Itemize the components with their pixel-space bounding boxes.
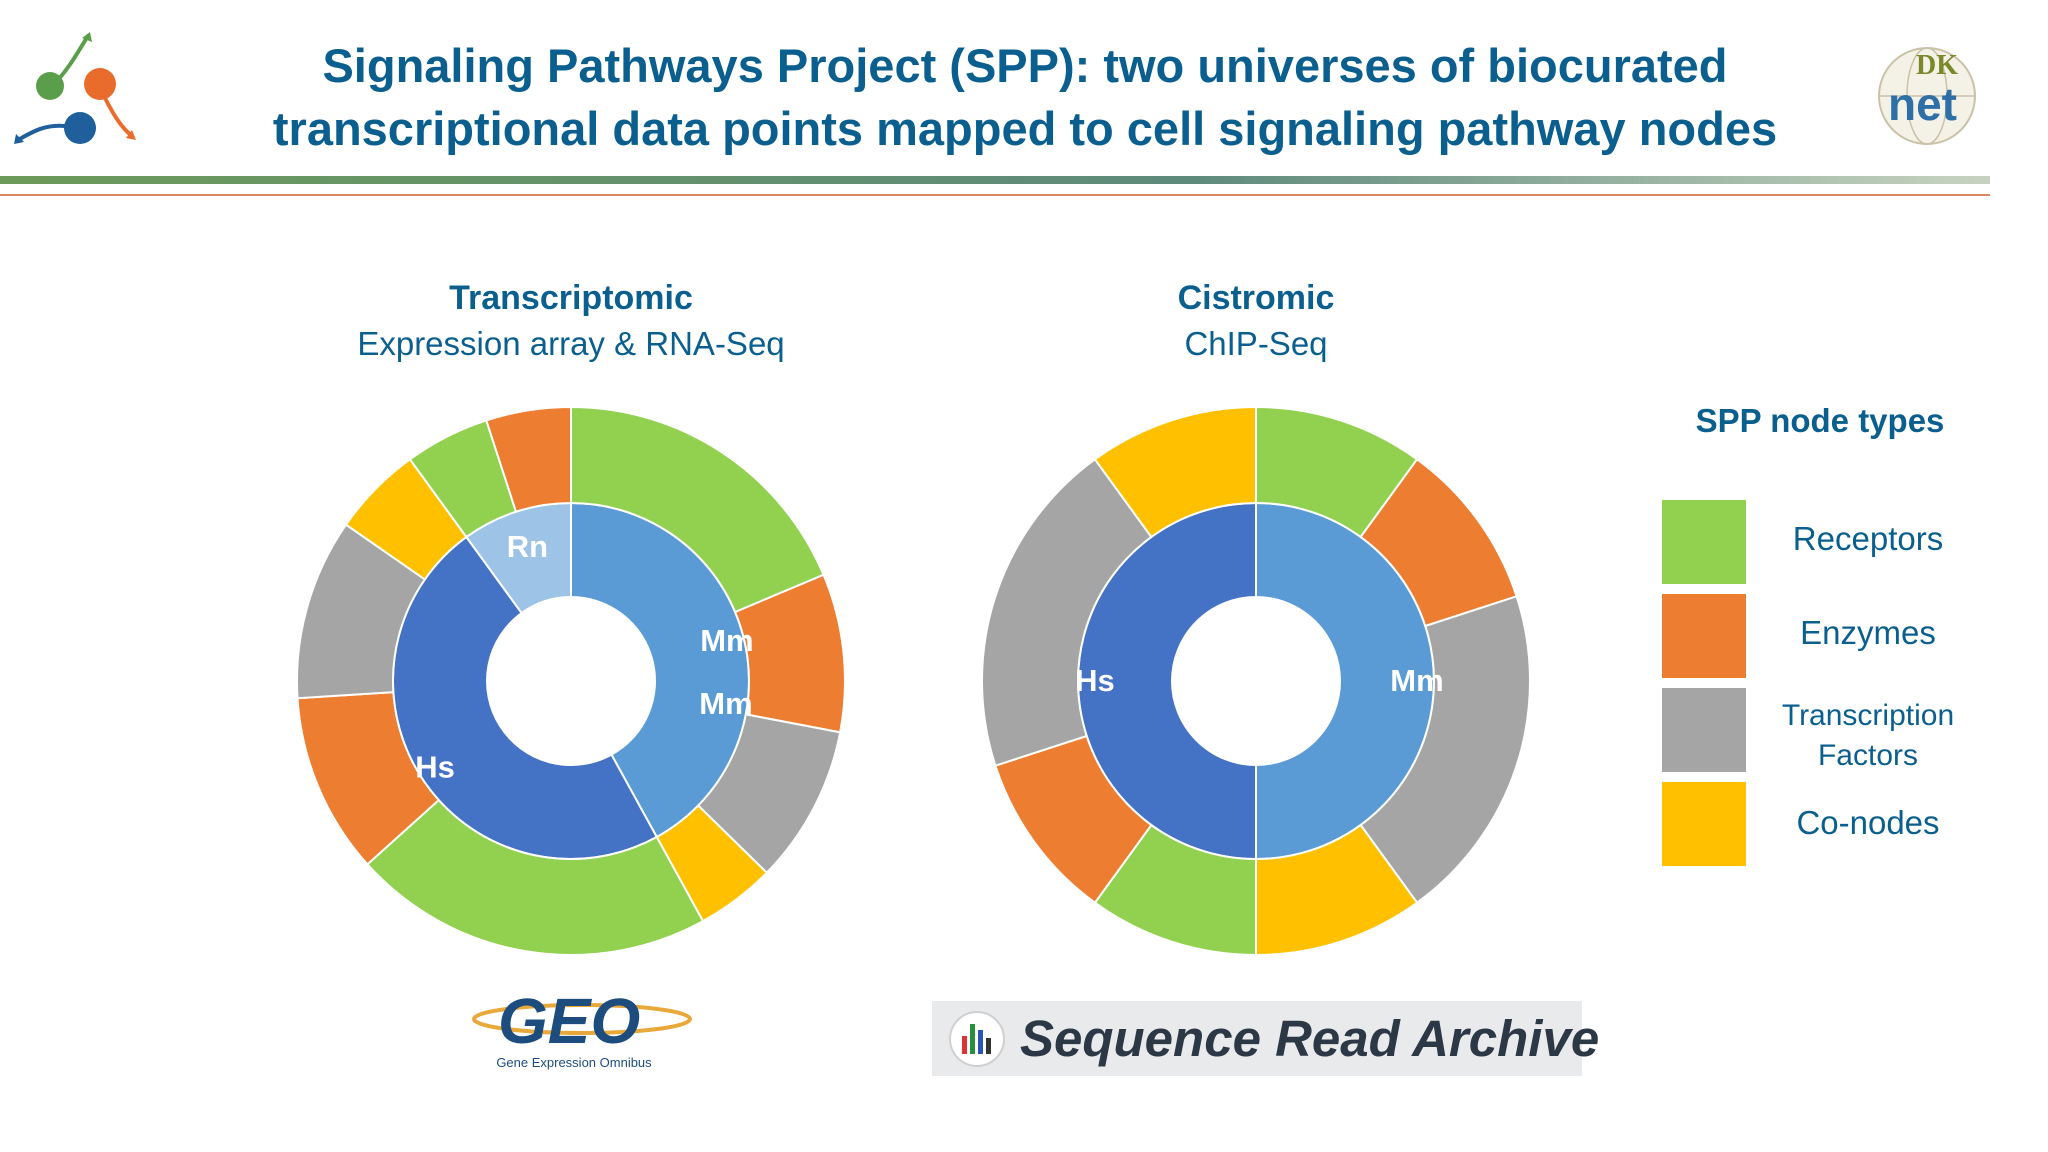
legend-label-co-nodes: Co-nodes (1796, 804, 1940, 841)
chart2-inner-label-hs: Hs (1075, 663, 1115, 698)
legend-swatch-receptors (1662, 500, 1746, 584)
chart1-outer-slice-hs-receptors (365, 798, 705, 956)
title-line-1: Signaling Pathways Project (SPP): two un… (322, 39, 1728, 92)
chart1-outer-slice-mm-receptors (570, 405, 825, 614)
chart1-title: Transcriptomic (449, 279, 693, 317)
geo-logo-subtitle: Gene Expression Omnibus (496, 1055, 652, 1070)
legend-swatch-co-nodes (1662, 782, 1746, 866)
chart1-inner-label-mm: Mm (700, 623, 753, 658)
chart2-outer-slice-hs-co-nodes (1093, 405, 1257, 539)
chart1-outer-slice-rn-enzymes (485, 405, 572, 513)
chart2-subtitle: ChIP-Seq (1184, 325, 1328, 362)
chart1-inner-label-rn: Rn (507, 529, 548, 564)
legend-label-enzymes: Enzymes (1800, 614, 1936, 651)
chart2-inner-label-mm: Mm (1390, 663, 1443, 698)
chart2-title: Cistromic (1177, 279, 1335, 317)
header-divider-orange (0, 194, 1990, 196)
dknet-logo-top-text: DK (1916, 50, 1958, 81)
legend-title: SPP node types (1695, 402, 1945, 439)
chart1-heading: Transcriptomic Expression array & RNA-Se… (311, 276, 831, 368)
dknet-logo: DK net (1872, 36, 1982, 151)
geo-logo: GEO Gene Expression Omnibus (470, 985, 700, 1080)
chart1-inner-label-hs: Hs (415, 749, 455, 784)
legend-label-tf-line2: Factors (1817, 739, 1919, 772)
legend-label-receptors: Receptors (1792, 520, 1944, 557)
page-title: Signaling Pathways Project (SPP): two un… (180, 34, 1870, 160)
chart1-subtitle: Expression array & RNA-Seq (357, 325, 785, 362)
chart1-inner-label-mm-duplicate: Mm (699, 686, 752, 721)
logo-orange-circle (84, 68, 116, 100)
header-divider-green (0, 176, 1990, 184)
sra-logo: Sequence Read Archive (932, 1001, 1599, 1076)
chart2-heading: Cistromic ChIP-Seq (996, 276, 1516, 368)
dknet-logo-bottom-text: net (1888, 78, 1957, 130)
legend-label-tf-line1: Transcription (1781, 699, 1955, 732)
app-logo (10, 28, 145, 148)
sra-logo-text: Sequence Read Archive (1020, 1010, 1600, 1067)
legend-swatch-enzymes (1662, 594, 1746, 678)
legend-swatch-transcription-factors (1662, 688, 1746, 772)
geo-logo-text: GEO (498, 985, 640, 1055)
logo-blue-circle (64, 112, 96, 144)
title-line-2: transcriptional data points mapped to ce… (272, 102, 1778, 155)
legend-label-transcription-factors: Transcription Factors (1748, 696, 1988, 776)
